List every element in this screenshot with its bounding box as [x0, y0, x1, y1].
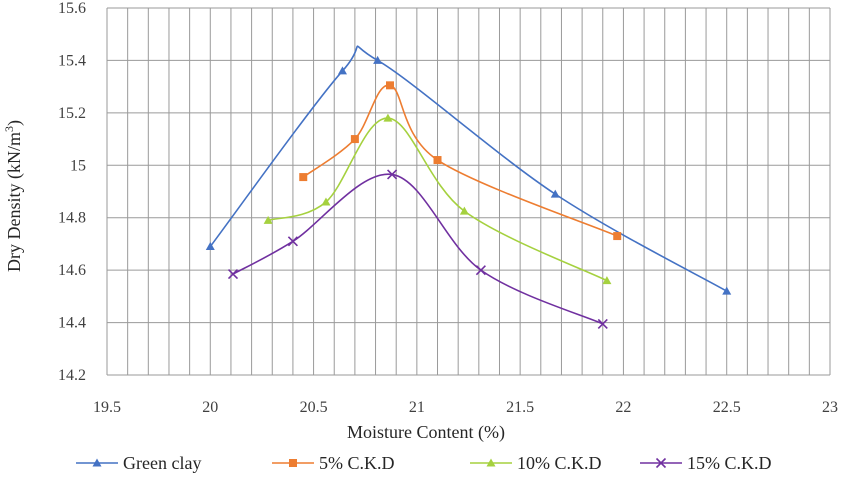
legend: Green clay 5% C.K.D 10% C.K.D 15% C.K.D	[76, 453, 772, 473]
legend-swatch-marker	[486, 458, 496, 467]
x-tick-label: 20	[202, 399, 218, 416]
series-line	[302, 84, 618, 237]
legend-swatch-marker-stroke	[655, 457, 667, 469]
data-point	[475, 265, 486, 276]
x-tick-label: 21	[409, 399, 425, 416]
x-tick-label: 20.5	[300, 399, 328, 416]
y-tick-label: 14.8	[58, 210, 86, 227]
legend-item: 15% C.K.D	[640, 453, 772, 473]
x-tick-label: 23	[822, 399, 838, 416]
data-point	[550, 189, 560, 198]
tick-labels: 19.5 20 20.5 21 21.5 22 22.5 23 14.2 14.4 14.6 14.8…	[58, 0, 838, 416]
y-axis-title-sup: 3	[2, 126, 16, 132]
data-point	[373, 55, 383, 64]
x-tick-label: 21.5	[506, 399, 534, 416]
data-point-stroke	[227, 269, 239, 280]
y-tick-label: 14.4	[58, 315, 86, 332]
y-tick-label: 15.6	[58, 0, 86, 17]
series-2	[263, 113, 612, 285]
data-point	[350, 135, 359, 144]
data-point-stroke	[475, 265, 486, 276]
series-1	[299, 81, 622, 241]
x-tick-label: 22.5	[713, 399, 741, 416]
series-line	[267, 117, 608, 282]
y-axis-title-main: Dry Density (kN/m	[4, 132, 25, 272]
data-point	[722, 286, 732, 295]
data-point	[383, 113, 393, 122]
data-point	[602, 276, 612, 285]
data-point-stroke	[387, 169, 398, 180]
series-3	[227, 169, 608, 329]
legend-swatch-marker	[655, 457, 667, 469]
y-tick-label: 14.2	[58, 367, 86, 384]
legend-label: 15% C.K.D	[687, 453, 772, 473]
y-axis-title-end: )	[4, 120, 25, 126]
data-point	[299, 173, 308, 182]
y-tick-label: 15	[70, 157, 86, 174]
legend-swatch-marker	[289, 459, 297, 467]
x-tick-label: 22	[615, 399, 631, 416]
data-point	[263, 215, 273, 224]
data-point	[386, 81, 395, 90]
y-tick-label: 14.6	[58, 262, 86, 279]
y-axis-title: Dry Density (kN/m3)	[2, 120, 25, 272]
y-tick-label: 15.2	[58, 105, 86, 122]
y-tick-label: 15.4	[58, 52, 86, 69]
legend-label: 10% C.K.D	[517, 453, 602, 473]
legend-label: 5% C.K.D	[319, 453, 395, 473]
series-0	[205, 45, 732, 295]
series-layer	[205, 45, 732, 329]
data-point	[597, 318, 608, 329]
data-point	[387, 169, 398, 180]
x-axis-title: Moisture Content (%)	[347, 422, 505, 443]
grid-lines	[106, 7, 831, 376]
data-point-stroke	[287, 236, 298, 247]
data-point-stroke	[597, 318, 608, 329]
x-tick-label: 19.5	[93, 399, 121, 416]
data-point	[287, 236, 298, 247]
legend-item: Green clay	[76, 453, 201, 473]
series-line	[209, 45, 728, 292]
data-point	[205, 242, 215, 251]
series-line	[232, 173, 604, 325]
data-point	[321, 197, 331, 206]
legend-item: 10% C.K.D	[470, 453, 602, 473]
data-point	[227, 269, 239, 280]
data-point	[459, 206, 469, 215]
data-point	[433, 156, 442, 165]
data-point	[613, 232, 622, 241]
legend-swatch-marker	[92, 458, 102, 467]
legend-item: 5% C.K.D	[272, 453, 395, 473]
data-point	[337, 66, 347, 75]
legend-label: Green clay	[123, 453, 201, 473]
